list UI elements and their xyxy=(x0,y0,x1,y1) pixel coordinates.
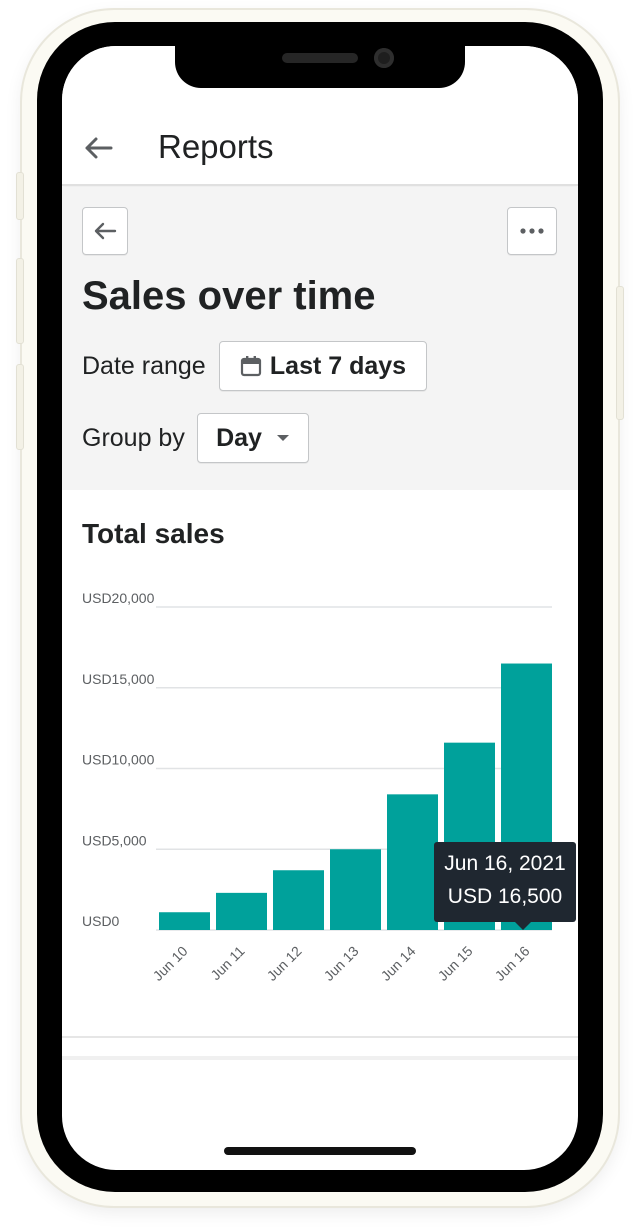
group-by-label: Group by xyxy=(82,424,185,452)
group-by-value: Day xyxy=(216,423,262,452)
phone-screen: Reports Sales over time Date range Last … xyxy=(62,46,578,1170)
arrow-left-icon xyxy=(94,222,117,240)
group-by-select[interactable]: Day xyxy=(197,413,309,463)
tooltip-date: Jun 16, 2021 xyxy=(444,852,566,875)
phone-side-button xyxy=(616,286,624,420)
section-divider xyxy=(62,1056,578,1060)
phone-side-button xyxy=(16,364,24,450)
app-title: Reports xyxy=(158,128,274,165)
caret-down-icon xyxy=(276,435,289,441)
page-title: Sales over time xyxy=(82,274,376,318)
more-horizontal-icon xyxy=(520,228,544,234)
tooltip-arrow xyxy=(515,922,531,930)
phone-camera xyxy=(374,48,394,68)
app-bar: Reports xyxy=(62,46,578,186)
date-range-label: Date range xyxy=(82,352,206,380)
total-sales-card: Total sales xyxy=(62,490,578,1038)
date-range-value: Last 7 days xyxy=(269,351,407,380)
app-back-button[interactable] xyxy=(80,130,116,166)
page-back-button[interactable] xyxy=(82,207,128,255)
date-range-button[interactable]: Last 7 days xyxy=(219,341,427,391)
card-title: Total sales xyxy=(82,518,225,549)
home-indicator xyxy=(224,1147,416,1155)
phone-speaker xyxy=(282,53,358,63)
calendar-icon xyxy=(240,356,262,377)
tooltip-value: USD 16,500 xyxy=(447,885,563,908)
arrow-left-icon xyxy=(85,137,113,159)
phone-side-button xyxy=(16,258,24,344)
phone-side-button xyxy=(16,172,24,220)
more-actions-button[interactable] xyxy=(507,207,557,255)
report-header xyxy=(62,187,578,490)
chart-tooltip: Jun 16, 2021 USD 16,500 xyxy=(434,842,576,922)
